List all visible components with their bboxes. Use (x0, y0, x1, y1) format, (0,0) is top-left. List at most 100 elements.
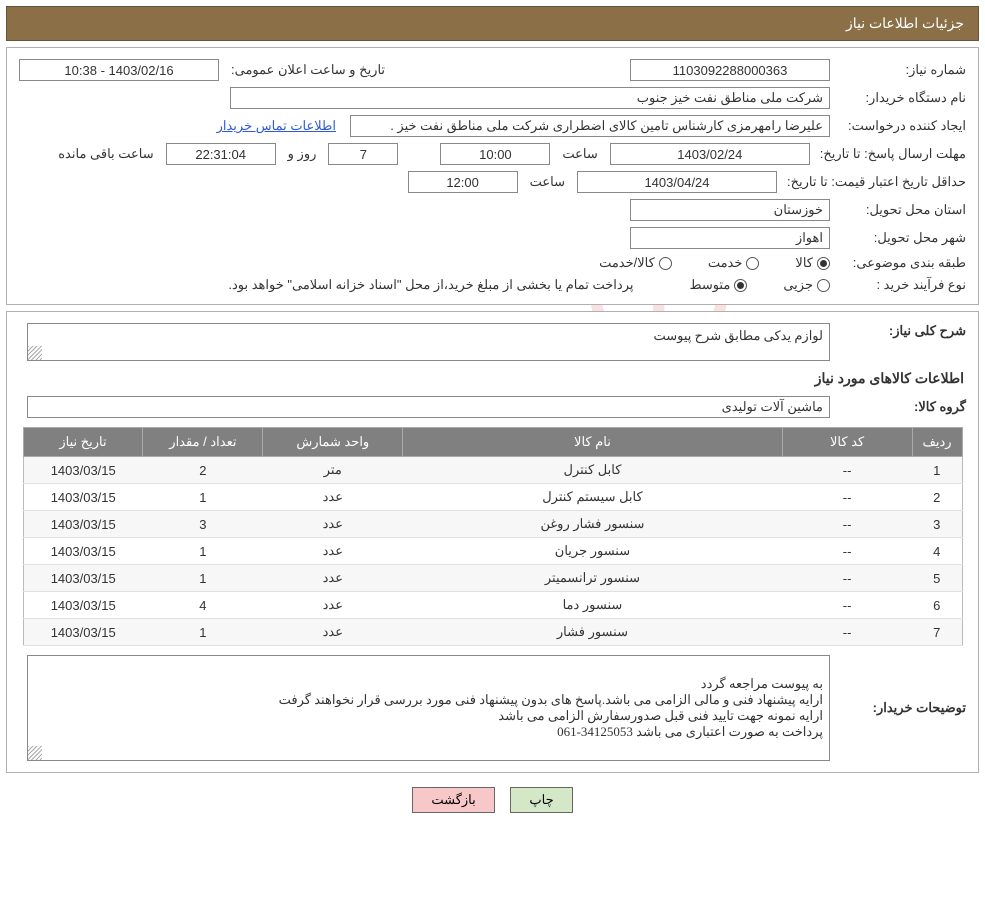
cell-qty: 2 (143, 457, 263, 484)
cell-code: -- (782, 484, 912, 511)
buyer-org-value: شرکت ملی مناطق نفت خیز جنوب (230, 87, 830, 109)
radio-partial[interactable]: جزیی (783, 277, 830, 293)
th-date: تاریخ نیاز (23, 428, 143, 457)
cell-name: سنسور دما (403, 592, 783, 619)
cell-date: 1403/03/15 (23, 565, 143, 592)
th-unit: واحد شمارش (263, 428, 403, 457)
radio-icon (734, 279, 747, 292)
radio-medium[interactable]: متوسط (689, 277, 747, 293)
cell-qty: 1 (143, 565, 263, 592)
cell-unit: عدد (263, 538, 403, 565)
radio-icon (817, 279, 830, 292)
requester-value: علیرضا رامهرمزی کارشناس تامین کالای اضطر… (350, 115, 830, 137)
purchase-type-label: نوع فرآیند خرید : (836, 277, 966, 293)
items-heading: اطلاعات کالاهای مورد نیاز (11, 364, 974, 393)
validity-label: حداقل تاریخ اعتبار قیمت: تا تاریخ: (783, 174, 966, 190)
cell-name: کابل کنترل (403, 457, 783, 484)
table-row: 5--سنسور ترانسمیترعدد11403/03/15 (23, 565, 962, 592)
cell-date: 1403/03/15 (23, 538, 143, 565)
info-panel: شماره نیاز: 1103092288000363 تاریخ و ساع… (6, 47, 979, 305)
need-panel: شرح کلی نیاز: لوازم یدکی مطابق شرح پیوست… (6, 311, 979, 773)
reply-date-value: 1403/02/24 (610, 143, 810, 165)
cell-name: سنسور جریان (403, 538, 783, 565)
days-and-label: روز و (282, 146, 323, 162)
contact-link[interactable]: اطلاعات تماس خریدار (217, 118, 336, 134)
reply-time-label: ساعت (556, 146, 603, 162)
cell-idx: 4 (912, 538, 962, 565)
th-idx: ردیف (912, 428, 962, 457)
province-label: استان محل تحویل: (836, 202, 966, 218)
cell-idx: 7 (912, 619, 962, 646)
group-label: گروه کالا: (836, 399, 966, 415)
cell-idx: 5 (912, 565, 962, 592)
cell-idx: 2 (912, 484, 962, 511)
cell-date: 1403/03/15 (23, 619, 143, 646)
buyer-notes-label: توضیحات خریدار: (836, 700, 966, 716)
cell-code: -- (782, 619, 912, 646)
buyer-org-label: نام دستگاه خریدار: (836, 90, 966, 106)
table-row: 6--سنسور دماعدد41403/03/15 (23, 592, 962, 619)
cell-unit: عدد (263, 511, 403, 538)
city-label: شهر محل تحویل: (836, 230, 966, 246)
items-table: ردیف کد کالا نام کالا واحد شمارش تعداد /… (23, 427, 963, 646)
cell-name: کابل سیستم کنترل (403, 484, 783, 511)
table-row: 1--کابل کنترلمتر21403/03/15 (23, 457, 962, 484)
announce-label: تاریخ و ساعت اعلان عمومی: (225, 62, 391, 78)
cell-date: 1403/03/15 (23, 484, 143, 511)
cell-date: 1403/03/15 (23, 592, 143, 619)
button-row: چاپ بازگشت (0, 779, 985, 821)
category-label: طبقه بندی موضوعی: (836, 255, 966, 271)
remaining-time: 22:31:04 (166, 143, 276, 165)
radio-icon (659, 257, 672, 270)
cell-code: -- (782, 592, 912, 619)
announce-value: 1403/02/16 - 10:38 (19, 59, 219, 81)
cell-unit: عدد (263, 592, 403, 619)
cell-unit: عدد (263, 565, 403, 592)
overview-label: شرح کلی نیاز: (836, 323, 966, 339)
reply-time-value: 10:00 (440, 143, 550, 165)
resize-grip-icon[interactable] (28, 346, 42, 360)
resize-grip-icon[interactable] (28, 746, 42, 760)
cell-qty: 1 (143, 484, 263, 511)
cell-idx: 3 (912, 511, 962, 538)
payment-note: پرداخت تمام یا بخشی از مبلغ خرید،از محل … (228, 277, 633, 293)
print-button[interactable]: چاپ (510, 787, 572, 813)
cell-unit: عدد (263, 619, 403, 646)
cell-qty: 4 (143, 592, 263, 619)
radio-icon (746, 257, 759, 270)
page-title-bar: جزئیات اطلاعات نیاز (6, 6, 979, 41)
table-row: 3--سنسور فشار روغنعدد31403/03/15 (23, 511, 962, 538)
city-value: اهواز (630, 227, 830, 249)
table-row: 2--کابل سیستم کنترلعدد11403/03/15 (23, 484, 962, 511)
cell-qty: 1 (143, 619, 263, 646)
radio-service[interactable]: خدمت (708, 255, 760, 271)
cell-date: 1403/03/15 (23, 457, 143, 484)
validity-time-label: ساعت (524, 174, 571, 190)
province-value: خوزستان (630, 199, 830, 221)
reply-deadline-label: مهلت ارسال پاسخ: تا تاریخ: (816, 146, 966, 162)
back-button[interactable]: بازگشت (412, 787, 494, 813)
table-row: 4--سنسور جریانعدد11403/03/15 (23, 538, 962, 565)
cell-idx: 6 (912, 592, 962, 619)
buyer-notes-text[interactable]: به پیوست مراجعه گردد ارایه پیشنهاد فنی و… (27, 655, 830, 761)
cell-code: -- (782, 565, 912, 592)
th-name: نام کالا (403, 428, 783, 457)
cell-unit: متر (263, 457, 403, 484)
overview-text[interactable]: لوازم یدکی مطابق شرح پیوست (27, 323, 830, 361)
page-title: جزئیات اطلاعات نیاز (846, 15, 964, 31)
radio-goods[interactable]: کالا (795, 255, 830, 271)
cell-name: سنسور فشار روغن (403, 511, 783, 538)
requester-label: ایجاد کننده درخواست: (836, 118, 966, 134)
remaining-label: ساعت باقی مانده (52, 146, 159, 162)
cell-date: 1403/03/15 (23, 511, 143, 538)
cell-code: -- (782, 511, 912, 538)
cell-unit: عدد (263, 484, 403, 511)
radio-icon (817, 257, 830, 270)
cell-name: سنسور فشار (403, 619, 783, 646)
radio-goods-service[interactable]: کالا/خدمت (599, 255, 672, 271)
need-no-label: شماره نیاز: (836, 62, 966, 78)
cell-qty: 3 (143, 511, 263, 538)
cell-code: -- (782, 538, 912, 565)
cell-code: -- (782, 457, 912, 484)
validity-time-value: 12:00 (408, 171, 518, 193)
